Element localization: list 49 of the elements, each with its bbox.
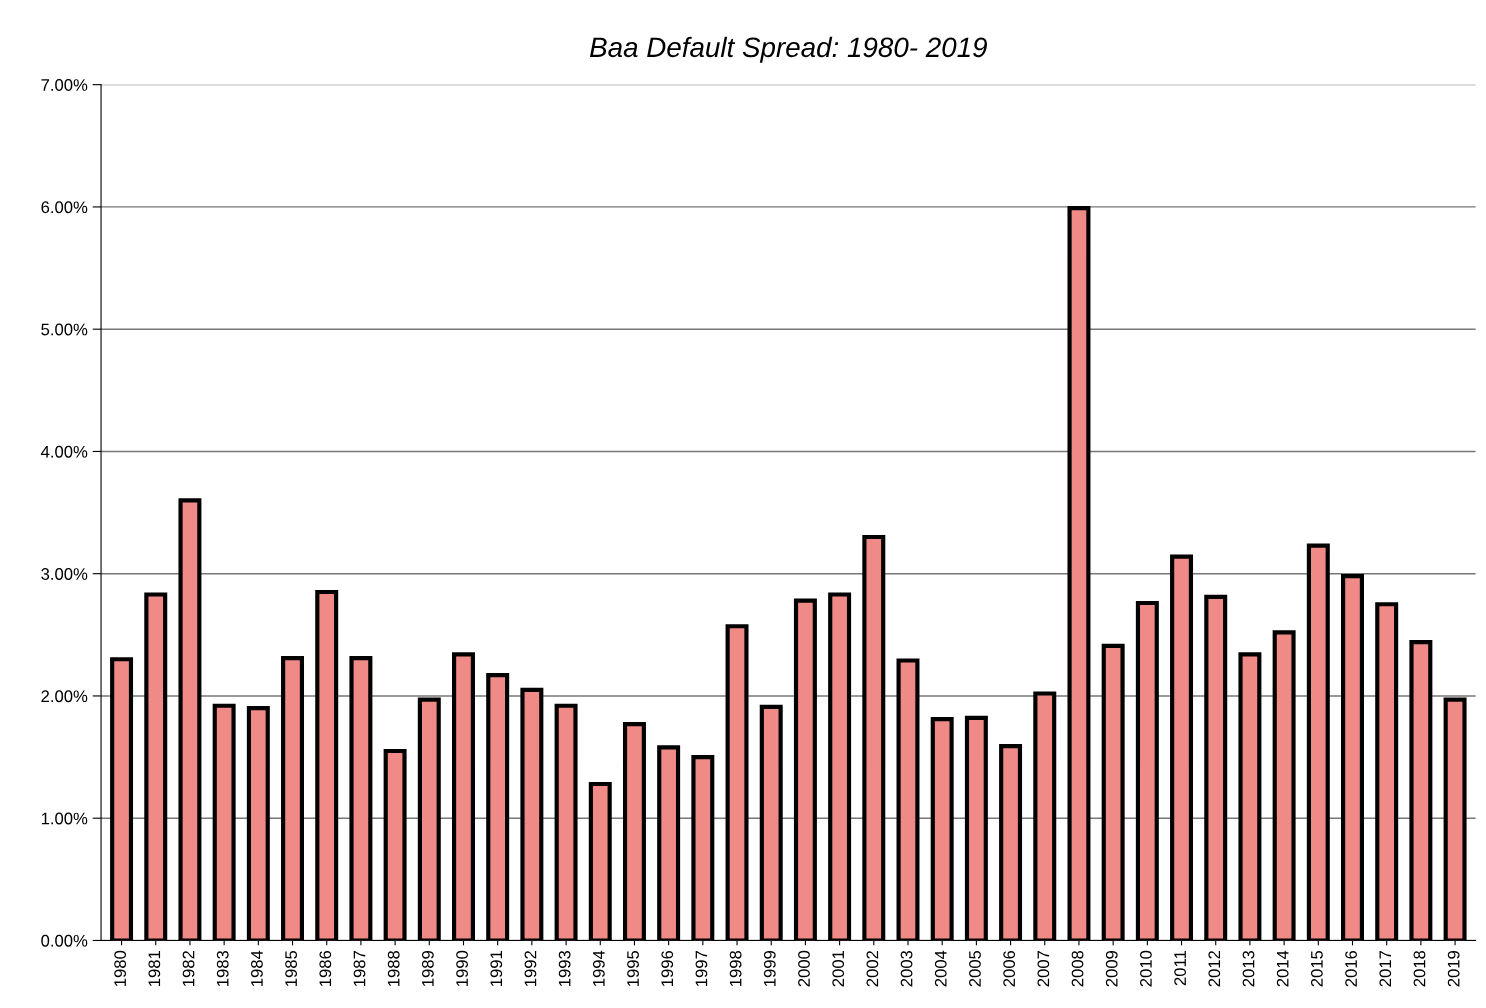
x-tick-label: 2018: [1413, 950, 1426, 987]
x-tick-label: 2010: [1140, 950, 1152, 987]
y-tick-label: 4.00%: [40, 445, 88, 458]
x-tick-label: 2014: [1276, 950, 1289, 987]
x-tick-label: 2004: [934, 950, 947, 987]
x-tick-label: 1991: [490, 951, 503, 986]
y-tick-label: 3.00%: [41, 568, 88, 580]
x-tick-label: 1984: [251, 950, 263, 986]
x-tick-label: 2000: [798, 950, 810, 987]
x-tick-label: 1992: [524, 951, 537, 986]
x-tick-label: 2003: [900, 950, 913, 987]
x-tick-label: 1994: [592, 950, 605, 986]
x-tick-label: 2016: [1345, 950, 1357, 987]
x-tick-label: 1993: [558, 950, 571, 986]
x-tick-label: 2015: [1310, 950, 1323, 987]
x-tick-label: 2019: [1447, 950, 1460, 987]
x-tick-label: 1989: [421, 950, 434, 986]
y-tick-label: 0.00%: [41, 934, 88, 947]
x-tick-label: 2008: [1071, 950, 1084, 987]
chart-title: Baa Default Spread: 1980- 2019: [589, 36, 987, 63]
y-tick-label: 6.00%: [41, 201, 88, 214]
x-tick-label: 2001: [832, 951, 845, 987]
x-tick-label: 1995: [627, 950, 639, 986]
x-tick-label: 1982: [182, 951, 195, 986]
x-tick-label: 2005: [969, 950, 981, 987]
y-tick-label: 1.00%: [41, 812, 88, 825]
y-tick-label: 7.00%: [41, 79, 88, 91]
x-tick-label: 2012: [1208, 951, 1221, 987]
x-tick-label: 1998: [729, 950, 742, 986]
x-tick-label: 2011: [1174, 951, 1187, 986]
x-tick-label: 1983: [216, 950, 229, 986]
x-tick-label: 1981: [148, 951, 161, 986]
x-tick-label: 2009: [1105, 950, 1118, 987]
x-tick-label: 1987: [353, 951, 366, 986]
x-tick-label: 1986: [319, 950, 332, 986]
y-tick-label: 5.00%: [41, 323, 88, 336]
x-tick-label: 2006: [1003, 950, 1016, 987]
x-tick-label: 1980: [114, 950, 127, 986]
x-tick-label: 1997: [695, 951, 708, 986]
x-tick-label: 2013: [1242, 950, 1255, 987]
y-tick-label: 2.00%: [41, 690, 88, 703]
x-tick-label: 2007: [1037, 951, 1050, 987]
x-tick-label: 1988: [387, 950, 400, 986]
x-tick-label: 1985: [285, 950, 297, 986]
x-tick-label: 1996: [661, 950, 674, 986]
x-tick-label: 1999: [763, 950, 776, 986]
x-tick-label: 2017: [1379, 951, 1392, 987]
x-tick-label: 1990: [456, 950, 468, 986]
x-tick-label: 2002: [866, 951, 879, 987]
